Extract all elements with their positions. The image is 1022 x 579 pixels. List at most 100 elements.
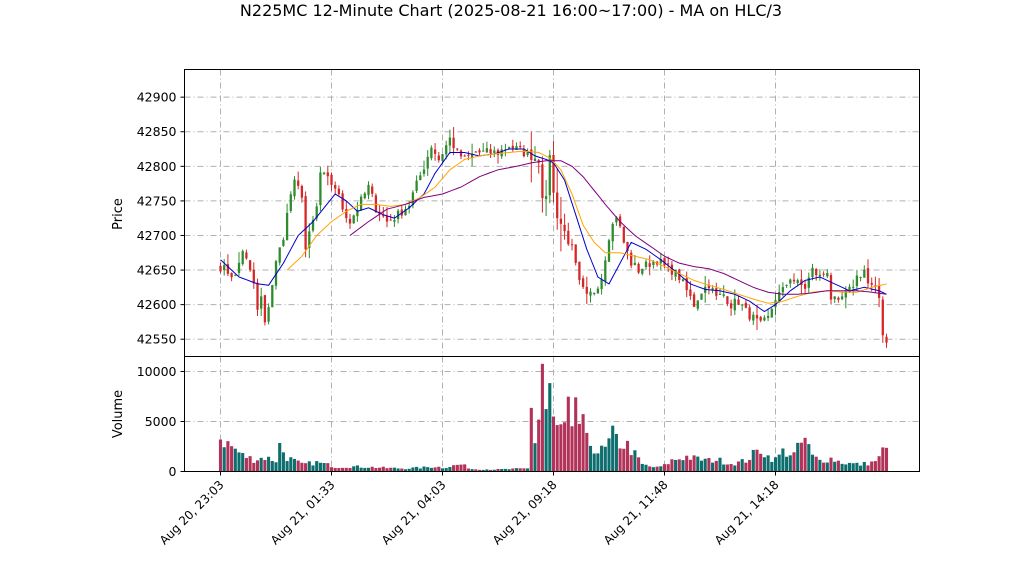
candle-body [482, 150, 485, 152]
candle-body [430, 147, 433, 159]
candle-body [533, 158, 537, 161]
candle-body [334, 185, 337, 189]
volume-bar [448, 467, 452, 472]
x-tick-label: Aug 21, 01:33 [268, 478, 338, 548]
candle-body [870, 282, 873, 285]
volume-bar [403, 469, 408, 472]
candle-body [796, 280, 799, 284]
candle-body [293, 179, 296, 197]
candle-body [467, 154, 470, 156]
volume-bar [563, 422, 567, 472]
candle-body [248, 260, 252, 270]
volume-bar [577, 423, 581, 472]
x-axis-ticks: Aug 20, 23:03 Aug 21, 01:33 Aug 21, 04:03 A… [157, 471, 782, 548]
candle-body [733, 298, 736, 311]
candle-body [689, 289, 692, 296]
candle-body [493, 150, 496, 153]
candle-body [271, 285, 274, 308]
volume-bar [296, 460, 300, 472]
candle-body [729, 303, 733, 309]
candle-body [556, 192, 559, 219]
price-grid [184, 69, 920, 357]
volume-bar [548, 383, 552, 472]
ma-mid-line [286, 150, 887, 304]
candle-body [711, 288, 714, 291]
volume-bar [278, 443, 282, 472]
candle-body [718, 293, 722, 295]
volume-bar [884, 447, 889, 472]
candle-body [345, 208, 348, 219]
candle-body [641, 268, 644, 274]
volume-bar [870, 461, 874, 472]
candle-body [374, 195, 378, 213]
volume-bar [359, 467, 363, 472]
candle-body [260, 296, 263, 309]
candle-body [408, 205, 411, 209]
candle-body [326, 172, 329, 177]
volume-bar [659, 466, 663, 472]
candle-body [256, 282, 259, 310]
volume-bar [378, 467, 382, 472]
candle-body [874, 285, 877, 287]
volume-bar [592, 453, 596, 472]
volume-bar [348, 467, 352, 472]
volume-bar [833, 461, 837, 472]
volume-bar [463, 464, 467, 472]
volume-bar [452, 465, 456, 472]
volume-bar [729, 463, 733, 472]
volume-bar [618, 448, 622, 472]
candle-body [585, 286, 588, 294]
candle-body [359, 196, 363, 211]
candle-body [859, 277, 862, 279]
candle-body [311, 219, 315, 231]
candle-body [389, 219, 392, 221]
volume-bar [341, 467, 345, 472]
volume-bar [540, 363, 544, 472]
candle-body [833, 296, 836, 300]
volume-bar [555, 425, 559, 472]
candle-body [237, 262, 241, 273]
volume-bar [444, 468, 448, 472]
candle-body [633, 262, 637, 265]
volume-bar [492, 469, 496, 472]
candle-body [511, 145, 514, 149]
candle-body [815, 268, 818, 276]
volume-bar [677, 459, 681, 472]
volume-bar [511, 468, 515, 472]
candle-body [789, 279, 792, 284]
volume-bar [614, 433, 618, 472]
volume-bar [518, 468, 522, 472]
candle-body [774, 300, 777, 308]
volume-bar [603, 446, 607, 472]
volume-bar [459, 464, 463, 472]
volume-bar [588, 445, 593, 472]
volume-bar [233, 448, 237, 472]
volume-bar [770, 461, 774, 472]
candle-body [419, 175, 422, 181]
volume-bar [544, 409, 548, 472]
volume-bar [788, 455, 792, 472]
volume-bar [644, 464, 648, 472]
volume-bar [274, 462, 278, 472]
candle-body [822, 273, 825, 275]
volume-bar [389, 467, 393, 472]
volume-bar [877, 456, 881, 472]
price-y-tick-label: 42850 [137, 124, 177, 139]
volume-bar [374, 468, 378, 472]
volume-bar [352, 466, 356, 472]
volume-bar [810, 454, 815, 472]
candle-body [781, 287, 785, 293]
price-y-tick-label: 42700 [137, 228, 177, 243]
candle-body [863, 270, 866, 278]
candle-body [852, 286, 855, 288]
volume-bar [315, 461, 319, 472]
volume-bar [714, 460, 718, 472]
volume-bar [733, 465, 737, 472]
candle-body [441, 154, 444, 161]
candle-body [744, 302, 748, 308]
volume-bar [666, 464, 670, 472]
volume-bar [311, 465, 315, 472]
candle-body [456, 148, 459, 150]
candle-body [707, 284, 711, 289]
